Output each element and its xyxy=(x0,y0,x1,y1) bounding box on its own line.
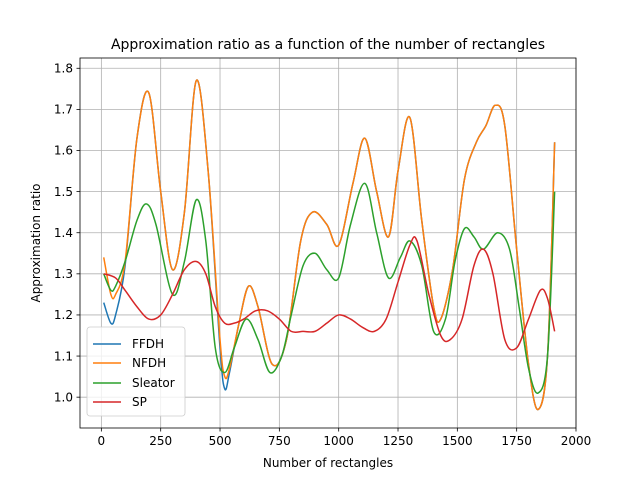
legend-label-sp: SP xyxy=(132,395,147,409)
x-tick-label: 1750 xyxy=(501,434,532,448)
legend: FFDH NFDH Sleator SP xyxy=(86,326,186,417)
chart-title: Approximation ratio as a function of the… xyxy=(111,37,545,53)
plot-frame xyxy=(79,57,577,429)
y-tick-label: 1.1 xyxy=(54,349,73,363)
y-tick-label: 1.3 xyxy=(54,267,73,281)
y-tick-label: 1.7 xyxy=(54,103,73,117)
legend-box xyxy=(86,326,186,417)
x-tick-label: 0 xyxy=(98,434,106,448)
series-layer xyxy=(102,79,556,411)
x-tick-label: 1250 xyxy=(383,434,414,448)
series-line-nfdh xyxy=(102,79,556,411)
x-tick-label: 1500 xyxy=(442,434,473,448)
series-line-sp xyxy=(103,236,556,351)
y-tick-label: 1.4 xyxy=(54,226,73,240)
x-tick-label: 250 xyxy=(149,434,172,448)
legend-label-sleator: Sleator xyxy=(132,376,175,390)
y-tick-label: 1.2 xyxy=(54,308,73,322)
legend-label-nfdh: NFDH xyxy=(132,356,166,370)
y-tick-label: 1.5 xyxy=(54,185,73,199)
x-axis-label: Number of rectangles xyxy=(263,456,393,470)
legend-label-ffdh: FFDH xyxy=(132,337,164,351)
y-axis-label: Approximation ratio xyxy=(29,183,43,302)
x-tick-label: 2000 xyxy=(561,434,592,448)
y-tick-label: 1.0 xyxy=(54,390,73,404)
x-tick-label: 750 xyxy=(268,434,291,448)
ticks: 0 250 500 750 1000 1250 1500 1750 2000 1.0 1.1 1.2 1… xyxy=(54,61,591,448)
x-tick-label: 1000 xyxy=(323,434,354,448)
y-tick-label: 1.8 xyxy=(54,61,73,75)
y-tick-label: 1.6 xyxy=(54,144,73,158)
x-tick-label: 500 xyxy=(209,434,232,448)
